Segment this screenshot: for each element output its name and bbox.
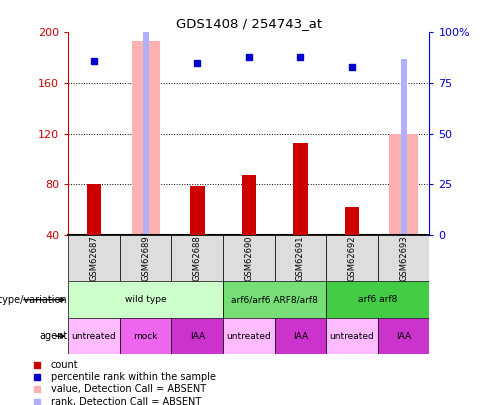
Text: untreated: untreated	[330, 332, 374, 341]
Bar	[68, 318, 120, 354]
Text: GSM62689: GSM62689	[141, 235, 150, 281]
Bar	[68, 235, 120, 281]
Text: arf6 arf8: arf6 arf8	[358, 295, 398, 304]
Bar	[326, 318, 378, 354]
Text: value, Detection Call = ABSENT: value, Detection Call = ABSENT	[51, 384, 206, 394]
Text: untreated: untreated	[72, 332, 117, 341]
Bar	[275, 318, 326, 354]
Bar	[171, 235, 223, 281]
Bar	[190, 185, 204, 235]
Text: IAA: IAA	[396, 332, 411, 341]
Text: arf6/arf6 ARF8/arf8: arf6/arf6 ARF8/arf8	[231, 295, 318, 304]
Bar	[120, 318, 171, 354]
Bar	[68, 281, 223, 318]
Bar	[378, 235, 429, 281]
Text: GSM62691: GSM62691	[296, 235, 305, 281]
Text: percentile rank within the sample: percentile rank within the sample	[51, 372, 216, 382]
Text: wild type: wild type	[125, 295, 166, 304]
Bar	[275, 235, 326, 281]
Text: IAA: IAA	[190, 332, 205, 341]
Text: GSM62692: GSM62692	[347, 235, 357, 281]
Bar	[378, 318, 429, 354]
Text: agent: agent	[39, 331, 67, 341]
Text: genotype/variation: genotype/variation	[0, 295, 67, 305]
Bar	[326, 235, 378, 281]
Text: GSM62693: GSM62693	[399, 235, 408, 281]
Text: GSM62688: GSM62688	[193, 235, 202, 281]
Title: GDS1408 / 254743_at: GDS1408 / 254743_at	[176, 17, 322, 30]
Text: rank, Detection Call = ABSENT: rank, Detection Call = ABSENT	[51, 396, 201, 405]
Text: untreated: untreated	[226, 332, 271, 341]
Bar	[120, 235, 171, 281]
Text: IAA: IAA	[293, 332, 308, 341]
Bar	[345, 207, 359, 235]
Bar	[223, 318, 275, 354]
Bar	[326, 281, 429, 318]
Text: mock: mock	[133, 332, 158, 341]
Bar	[293, 143, 308, 235]
Bar	[223, 235, 275, 281]
Bar	[132, 41, 160, 235]
Text: count: count	[51, 360, 79, 370]
Bar	[142, 12, 149, 235]
Text: GSM62687: GSM62687	[90, 235, 99, 281]
Bar	[87, 184, 102, 235]
Bar	[389, 134, 418, 235]
Text: GSM62690: GSM62690	[244, 235, 253, 281]
Bar	[223, 281, 326, 318]
Bar	[171, 318, 223, 354]
Bar	[401, 59, 407, 235]
Bar	[242, 175, 256, 235]
